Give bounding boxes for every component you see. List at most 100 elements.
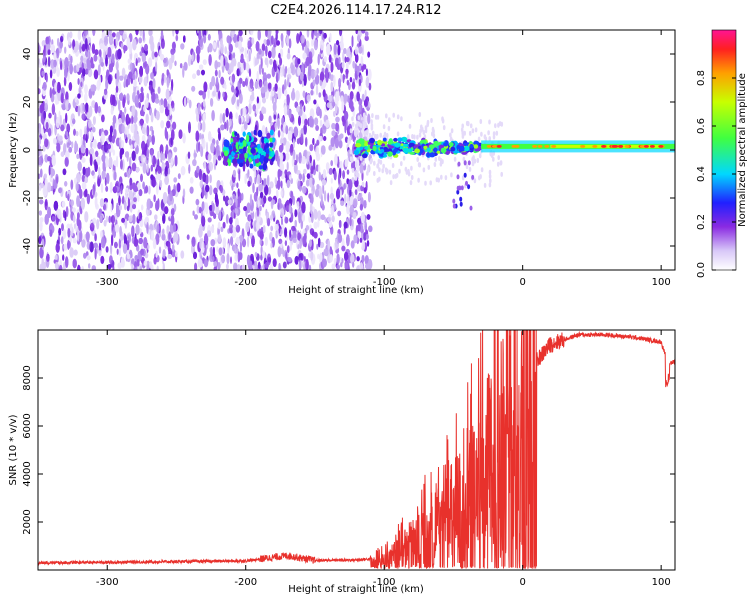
heatmap-noise-blob bbox=[169, 105, 172, 116]
heatmap-noise-blob bbox=[56, 209, 62, 219]
heatmap-noise-blob bbox=[116, 248, 119, 255]
heatmap-noise-blob bbox=[121, 140, 124, 149]
heatmap-noise-blob bbox=[51, 39, 54, 46]
heatmap-noise-blob bbox=[146, 163, 149, 173]
heatmap-noise-blob bbox=[277, 179, 281, 190]
heatmap-noise-blob bbox=[333, 170, 337, 181]
heatmap-noise-blob bbox=[277, 118, 280, 130]
heatmap-noise-blob bbox=[360, 211, 365, 224]
heatmap-noise-blob bbox=[61, 200, 66, 208]
heatmap-noise-blob bbox=[79, 230, 83, 243]
heatmap-noise-blob bbox=[133, 185, 138, 192]
heatmap-noise-blob bbox=[73, 223, 76, 230]
heatmap-noise-blob bbox=[79, 128, 83, 138]
heatmap-noise-blob bbox=[173, 177, 177, 183]
heatmap-noise-blob bbox=[128, 190, 133, 200]
heatmap-noise-blob bbox=[365, 31, 369, 37]
heatmap-noise-blob bbox=[219, 113, 223, 124]
heatmap-noise-blob bbox=[277, 246, 282, 258]
heatmap-noise-blob bbox=[368, 225, 373, 233]
heatmap-noise-blob bbox=[196, 165, 200, 173]
heatmap-noise-blob bbox=[322, 183, 325, 195]
heatmap-noise-blob bbox=[259, 113, 264, 122]
heatmap-noise-blob bbox=[192, 159, 197, 167]
heatmap-noise-blob bbox=[141, 204, 144, 211]
heatmap-noise-blob bbox=[97, 106, 101, 114]
heatmap-noise-blob bbox=[262, 225, 266, 234]
heatmap-noise-blob bbox=[119, 93, 124, 101]
heatmap-noise-blob bbox=[118, 238, 122, 250]
heatmap-noise-blob bbox=[286, 161, 289, 171]
heatmap-noise-blob bbox=[239, 93, 243, 104]
heatmap-noise-blob bbox=[79, 42, 82, 54]
heatmap-noise-blob bbox=[292, 237, 297, 243]
heatmap-noise-blob bbox=[330, 204, 335, 217]
heatmap-noise-blob bbox=[60, 92, 64, 104]
heatmap-noise-blob bbox=[365, 76, 370, 88]
heatmap-noise-blob bbox=[85, 102, 89, 112]
heatmap-noise-blob bbox=[85, 147, 89, 157]
heatmap-noise-blob bbox=[289, 229, 292, 238]
heatmap-noise-blob bbox=[294, 219, 297, 228]
heatmap-noise-blob bbox=[233, 89, 237, 95]
heatmap-noise-blob bbox=[53, 200, 59, 211]
heatmap-noise-blob bbox=[116, 69, 120, 81]
heatmap-noise-blob bbox=[208, 54, 212, 66]
heatmap-noise-blob bbox=[249, 78, 254, 90]
heatmap-noise-blob bbox=[251, 37, 255, 45]
heatmap-noise-blob bbox=[317, 253, 320, 260]
heatmap-noise-blob bbox=[315, 84, 319, 96]
heatmap-noise-blob bbox=[278, 52, 281, 59]
heatmap-noise-blob bbox=[330, 177, 333, 184]
heatmap-noise-blob bbox=[89, 241, 94, 253]
heatmap-noise-blob bbox=[340, 73, 343, 83]
heatmap-noise-blob bbox=[236, 182, 239, 188]
heatmap-marks bbox=[38, 30, 675, 270]
heatmap-noise-blob bbox=[303, 123, 307, 135]
heatmap-noise-blob bbox=[352, 211, 357, 219]
heatmap-noise-blob bbox=[77, 161, 82, 172]
heatmap-noise-blob bbox=[323, 56, 327, 63]
heatmap-noise-blob bbox=[264, 236, 268, 246]
heatmap-noise-blob bbox=[303, 232, 307, 245]
heatmap-noise-blob bbox=[359, 237, 363, 243]
heatmap-noise-blob bbox=[180, 166, 186, 176]
heatmap-noise-blob bbox=[120, 185, 123, 195]
heatmap-noise-blob bbox=[139, 265, 143, 270]
heatmap-noise-blob bbox=[148, 84, 152, 91]
heatmap-noise-blob bbox=[49, 229, 53, 237]
heatmap-noise-blob bbox=[238, 169, 241, 182]
heatmap-noise-blob bbox=[148, 57, 153, 67]
heatmap-noise-blob bbox=[66, 223, 71, 230]
heatmap-noise-blob bbox=[223, 195, 226, 202]
heatmap-noise-blob bbox=[356, 65, 360, 77]
heatmap-noise-blob bbox=[64, 156, 69, 167]
heatmap-noise-blob bbox=[229, 217, 233, 225]
heatmap-noise-blob bbox=[68, 37, 71, 46]
heatmap-noise-blob bbox=[140, 173, 143, 182]
heatmap-noise-blob bbox=[327, 239, 331, 251]
heatmap-noise-blob bbox=[293, 126, 299, 138]
heatmap-noise-blob bbox=[44, 102, 48, 112]
heatmap-noise-blob bbox=[111, 234, 114, 247]
heatmap-noise-blob bbox=[284, 89, 288, 97]
heatmap-noise-blob bbox=[48, 112, 52, 119]
heatmap-noise-blob bbox=[351, 81, 356, 90]
heatmap-noise-blob bbox=[259, 230, 264, 240]
heatmap-noise-blob bbox=[303, 105, 306, 113]
heatmap-noise-blob bbox=[73, 46, 78, 53]
heatmap-noise-blob bbox=[343, 183, 346, 190]
heatmap-faint-blob bbox=[391, 163, 395, 168]
heatmap-noise-blob bbox=[150, 112, 154, 123]
heatmap-noise-blob bbox=[267, 82, 272, 89]
heatmap-noise-blob bbox=[49, 69, 53, 79]
heatmap-noise-blob bbox=[97, 178, 101, 187]
heatmap-noise-blob bbox=[188, 121, 191, 134]
heatmap-noise-blob bbox=[84, 176, 88, 184]
heatmap-noise-blob bbox=[207, 230, 212, 238]
heatmap-noise-blob bbox=[285, 66, 288, 74]
heatmap-noise-blob bbox=[202, 113, 206, 122]
heatmap-noise-blob bbox=[42, 144, 46, 152]
heatmap-noise-blob bbox=[131, 115, 134, 125]
heatmap-noise-blob bbox=[139, 228, 142, 234]
